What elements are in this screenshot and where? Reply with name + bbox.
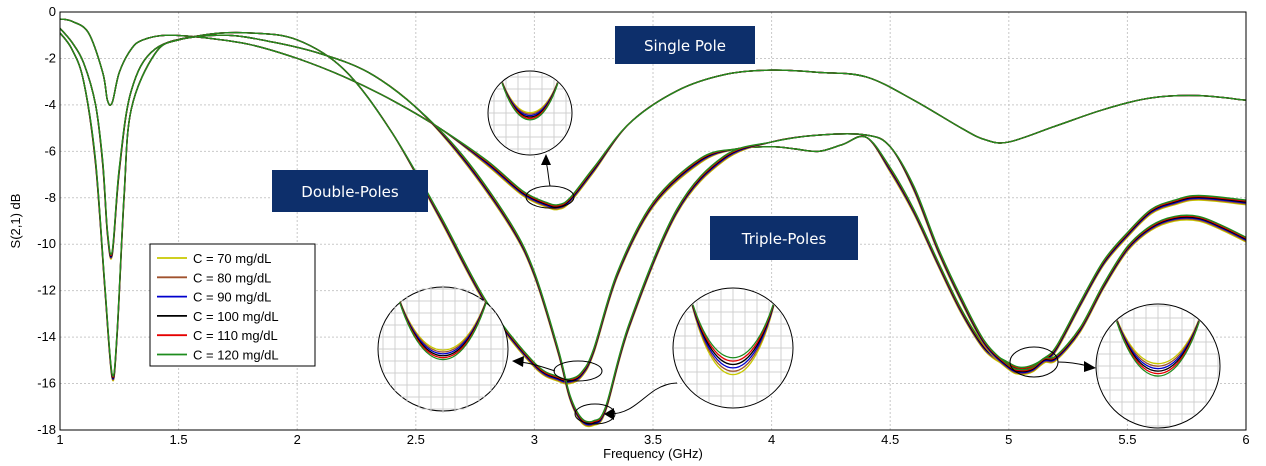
callout-arrow-right (1057, 361, 1089, 367)
y-tick-label: -10 (37, 236, 56, 251)
zoom-series-line (393, 285, 493, 361)
zoom-detail (674, 289, 792, 407)
legend-label: C = 100 mg/dL (193, 309, 279, 324)
y-tick-label: -18 (37, 422, 56, 437)
y-tick-label: -14 (37, 329, 56, 344)
grid-lines (59, 11, 1247, 431)
legend-items: C = 70 mg/dL C = 80 mg/dL C = 90 mg/dL C = … (157, 251, 279, 363)
legend-label: C = 110 mg/dL (193, 328, 278, 343)
series-line-single-pole (59, 18, 1247, 206)
x-tick-label: 5.5 (1118, 432, 1136, 447)
legend: C = 70 mg/dL C = 80 mg/dL C = 90 mg/dL C = … (149, 243, 316, 367)
y-tick-label: -16 (37, 376, 56, 391)
zoom-detail (489, 72, 571, 154)
y-tick-label: 0 (49, 4, 56, 19)
x-tick-label: 3 (531, 432, 538, 447)
x-tick-label: 5 (1005, 432, 1012, 447)
x-axis-label: Frequency (GHz) (603, 446, 703, 461)
y-tick-label: -12 (37, 283, 56, 298)
x-tick-label: 1 (56, 432, 63, 447)
x-tick-label: 4.5 (881, 432, 899, 447)
annotation-double-poles: Double-Poles (272, 170, 428, 212)
callout-arrowhead-right (1084, 361, 1096, 372)
annotation-single-pole: Single Pole (615, 26, 755, 64)
annotation-triple-poles-text: Triple-Poles (741, 230, 827, 248)
legend-label: C = 120 mg/dL (193, 348, 279, 363)
callout-arrow-single (545, 161, 551, 187)
callout-arrowhead-double (512, 356, 524, 367)
annotation-double-poles-text: Double-Poles (301, 183, 399, 201)
x-tick-label: 2 (294, 432, 301, 447)
plot-frame (59, 11, 1247, 431)
series-line-triple-poles (59, 32, 1247, 423)
zoom-series-line (497, 72, 563, 121)
annotation-single-pole-text: Single Pole (644, 37, 726, 55)
y-tick-label: -6 (44, 143, 56, 158)
y-tick-label: -8 (44, 190, 56, 205)
data-curves (59, 18, 1247, 428)
legend-label: C = 70 mg/dL (193, 251, 271, 266)
y-tick-label: -2 (44, 50, 56, 65)
callout-arrow-triple (609, 382, 678, 415)
zoom-series-line (1110, 305, 1206, 377)
x-tick-label: 6 (1242, 432, 1249, 447)
legend-box (149, 243, 316, 367)
zoom-series-line (687, 289, 779, 359)
x-tick-label: 4 (768, 432, 775, 447)
y-tick-label: -4 (44, 97, 56, 112)
callout-arrowhead-single (541, 154, 551, 165)
x-tick-label: 3.5 (644, 432, 662, 447)
callout-arrowhead-triple (604, 408, 614, 420)
legend-label: C = 80 mg/dL (193, 270, 271, 285)
legend-label: C = 90 mg/dL (193, 290, 271, 305)
x-tick-labels: 1 1.5 2 2.5 3 3.5 4 4.5 5 5.5 6 (56, 432, 1249, 447)
zoom-callouts (377, 70, 1221, 429)
y-tick-labels: 0 -2 -4 -6 -8 -10 -12 -14 -16 -18 (37, 4, 56, 437)
y-axis-label: S(2,1) dB (8, 194, 23, 249)
x-tick-label: 1.5 (170, 432, 188, 447)
annotation-triple-poles: Triple-Poles (710, 216, 858, 260)
x-tick-label: 2.5 (407, 432, 425, 447)
